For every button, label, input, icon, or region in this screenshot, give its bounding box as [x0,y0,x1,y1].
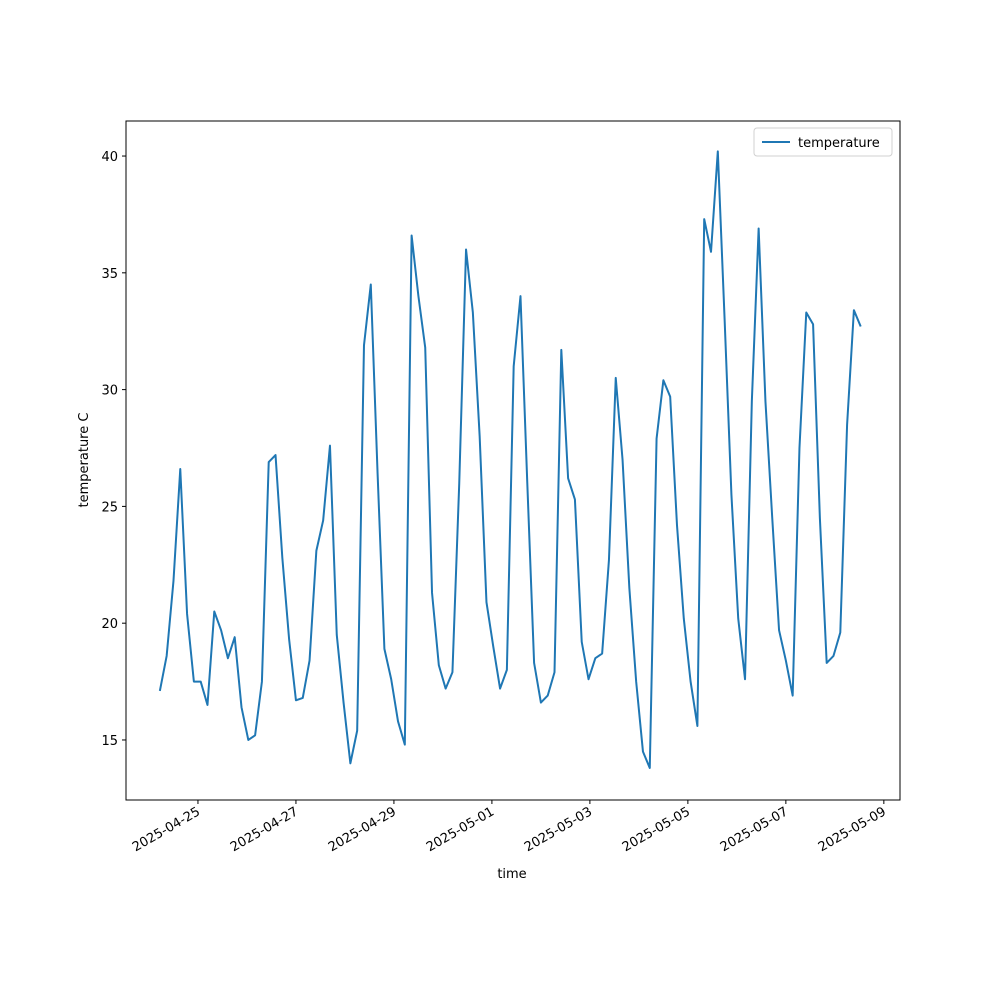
legend-label: temperature [798,136,880,151]
line-series [158,150,862,769]
y-tick-label: 15 [101,734,118,749]
y-tick-label: 35 [101,267,118,282]
plot-frame [125,120,901,801]
y-tick-label: 30 [101,384,118,399]
legend-box [753,127,893,157]
y-axis-label: temperature C [77,413,92,508]
x-axis-label: time [497,867,526,882]
y-tick-label: 40 [101,150,118,165]
y-tick-label: 25 [101,500,118,515]
y-tick-label: 20 [101,617,118,632]
